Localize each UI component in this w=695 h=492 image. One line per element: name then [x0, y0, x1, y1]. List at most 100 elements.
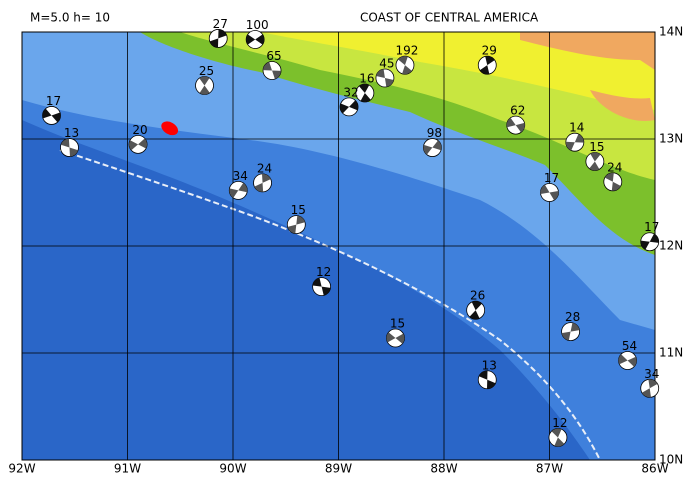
beachball — [466, 300, 486, 320]
ball-quadrant — [551, 428, 565, 447]
ball-quadrant — [229, 182, 248, 198]
beachball — [355, 83, 375, 103]
ball-quadrant — [618, 354, 637, 367]
beachball — [477, 370, 497, 390]
depth-label: 98 — [427, 126, 442, 140]
ball-quadrant — [423, 140, 442, 155]
lat-label: 12N — [659, 239, 683, 253]
beachball — [477, 55, 497, 75]
depth-label: 100 — [246, 18, 269, 32]
land-peak — [520, 32, 655, 121]
beachball — [386, 328, 405, 348]
ball-quadrant — [312, 277, 331, 296]
depth-label: 24 — [607, 160, 622, 174]
lat-label: 11N — [659, 346, 683, 360]
ball-quadrant — [263, 62, 281, 79]
lat-label: 13N — [659, 132, 683, 146]
depth-label: 12 — [316, 265, 331, 279]
lon-label: 86W — [641, 462, 668, 476]
ball-quadrant — [209, 29, 227, 48]
beachball — [375, 68, 395, 88]
depth-label: 17 — [46, 94, 61, 108]
lon-label: 91W — [114, 462, 141, 476]
ball-quadrant — [589, 152, 601, 171]
ball-quadrant — [129, 138, 148, 151]
beachball — [339, 97, 359, 117]
ball-quadrant — [42, 108, 61, 123]
depth-label: 28 — [565, 310, 580, 324]
beachball — [286, 215, 306, 235]
beachball — [228, 180, 248, 200]
beachball — [561, 322, 580, 342]
beachball — [60, 138, 79, 157]
beachball — [603, 172, 623, 192]
beachball — [640, 232, 660, 252]
lat-label: 10N — [659, 453, 683, 467]
beachball — [128, 134, 148, 154]
lat-label: 14N — [659, 25, 683, 39]
depth-label: 26 — [470, 289, 485, 303]
beachball — [548, 428, 568, 447]
beachball — [42, 106, 61, 125]
depth-label: 14 — [569, 121, 584, 135]
ball-quadrant — [386, 332, 405, 344]
depth-label: 32 — [343, 85, 358, 99]
trench — [59, 149, 601, 461]
ball-quadrant — [641, 379, 658, 398]
depth-label: 62 — [510, 104, 525, 118]
lon-label: 92W — [8, 462, 35, 476]
beachball — [618, 351, 637, 370]
beachball — [245, 30, 265, 49]
depth-label: 25 — [199, 64, 214, 78]
depth-label: 65 — [266, 49, 281, 63]
title-right: COAST OF CENTRAL AMERICA — [360, 11, 539, 25]
beachball — [585, 152, 605, 171]
lon-label: 90W — [219, 462, 246, 476]
beachball — [506, 115, 526, 135]
ball-quadrant — [604, 172, 621, 191]
ball-quadrant — [561, 322, 580, 341]
ball-quadrant — [469, 301, 482, 320]
lon-label: 89W — [325, 462, 352, 476]
ball-quadrant — [287, 215, 305, 234]
ball-quadrant — [254, 173, 271, 192]
beachball — [208, 29, 228, 48]
ball-quadrant — [359, 83, 371, 102]
ball-quadrant — [506, 117, 525, 133]
depth-label: 27 — [213, 17, 228, 31]
depth-label: 20 — [132, 123, 147, 137]
depth-label: 15 — [390, 317, 405, 331]
land-high — [260, 32, 655, 110]
depth-label: 17 — [644, 220, 659, 234]
depth-label: 13 — [482, 358, 497, 372]
ball-quadrant — [60, 138, 79, 157]
lon-label: 87W — [536, 462, 563, 476]
beachball — [640, 378, 660, 398]
beachball — [253, 173, 272, 193]
ball-quadrant — [540, 184, 559, 201]
depth-label: 54 — [622, 339, 637, 353]
beachball — [422, 138, 442, 157]
ball-quadrant — [376, 69, 394, 87]
beachball — [565, 132, 585, 152]
beachball — [540, 183, 559, 202]
beachball — [312, 277, 332, 297]
depth-label: 15 — [291, 203, 306, 217]
lon-label: 88W — [430, 462, 457, 476]
depth-label: 192 — [396, 44, 419, 58]
depth-label: 15 — [589, 140, 604, 154]
depth-label: 12 — [552, 416, 567, 430]
depth-label: 29 — [482, 44, 497, 58]
depth-label: 34 — [644, 367, 659, 381]
beachball — [262, 61, 282, 80]
depth-label: 13 — [64, 126, 79, 140]
beachball — [195, 76, 214, 95]
ball-quadrant — [565, 134, 584, 151]
beachball — [395, 55, 415, 75]
depth-label: 45 — [379, 57, 394, 71]
ball-quadrant — [398, 56, 412, 75]
depth-label: 17 — [544, 171, 559, 185]
mainshock — [161, 121, 179, 136]
ball-quadrant — [246, 34, 265, 45]
